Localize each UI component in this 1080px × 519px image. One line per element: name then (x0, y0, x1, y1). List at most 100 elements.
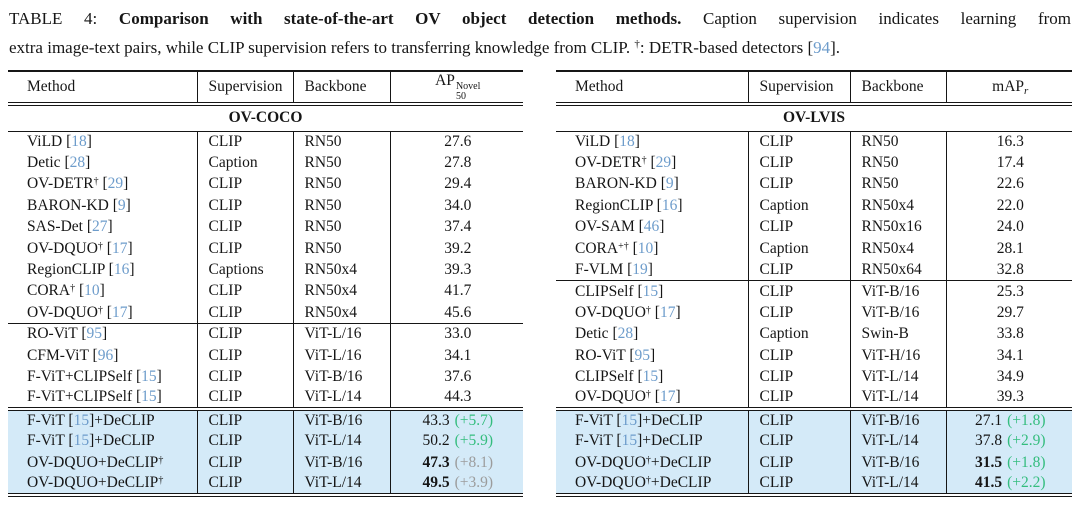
metric-value-cell: 39.2 (390, 238, 523, 259)
table-row: F-VLM [19] CLIP RN50x64 32.8 (556, 259, 1072, 281)
citation-link[interactable]: 16 (113, 261, 130, 279)
citation-link[interactable]: 15 (141, 367, 157, 385)
delta-value: (+5.7) (454, 411, 494, 429)
backbone-cell: ViT-B/16 (293, 366, 391, 388)
cite-bracket: [ (108, 196, 118, 214)
supervision-cell: Captions (197, 259, 294, 281)
supervision-cell: CLIP (197, 451, 294, 474)
citation-link[interactable]: 96 (97, 346, 114, 364)
method-cell: OV-DQUO† [17] (8, 237, 198, 260)
citation-link[interactable]: 28 (69, 154, 86, 172)
table-row: CLIPSelf [15] CLIP ViT-B/16 25.3 (556, 280, 1072, 303)
table-row: OV-DQUO† [17] CLIP ViT-B/16 29.7 (556, 302, 1072, 324)
column-header-backbone: Backbone (850, 71, 947, 106)
metric-sub: 50 (455, 91, 466, 102)
caption-line-1: TABLE 4: Comparison with state-of-the-ar… (9, 7, 1071, 32)
supervision-cell: CLIP (748, 152, 851, 174)
method-cell: F-ViT [15]+DeCLIP (556, 430, 749, 452)
citation-link[interactable]: 17 (111, 239, 128, 257)
cite-bracket: ] (86, 132, 92, 150)
method-cell: OV-DQUO† [17] (8, 302, 198, 324)
metric-value-cell: 44.3 (390, 388, 523, 409)
citation-link[interactable]: 9 (117, 196, 126, 214)
cite-bracket: [ (634, 218, 644, 236)
citation-link[interactable]: 95 (86, 325, 103, 343)
metric-base: mAP (992, 77, 1025, 95)
citation-link[interactable]: 19 (632, 260, 648, 278)
cite-bracket: ] (671, 154, 677, 172)
citation-link[interactable]: 46 (643, 218, 660, 236)
table-row: Detic [28] Caption Swin-B 33.8 (556, 323, 1072, 345)
method-name: F-ViT (27, 432, 65, 450)
supervision-cell: CLIP (748, 366, 851, 388)
method-name: OV-DQUO (575, 388, 646, 406)
citation-link[interactable]: 29 (107, 175, 124, 193)
citation-link[interactable]: 27 (92, 218, 108, 236)
citation-link[interactable]: 15 (621, 432, 638, 450)
citation-link[interactable]: 15 (642, 282, 659, 300)
cite-bracket: ] (89, 411, 95, 429)
method-name: RO-ViT (27, 325, 78, 343)
citation-link[interactable]: 95 (634, 346, 651, 364)
metric-value: 50.2 (422, 432, 450, 450)
citation-link[interactable]: 18 (71, 132, 87, 150)
cite-bracket: [ (628, 239, 638, 257)
dagger-symbol: † (645, 454, 651, 466)
citation-link[interactable]: 15 (73, 411, 90, 429)
method-cell: CLIPSelf [15] (556, 366, 749, 388)
citation-link[interactable]: 17 (659, 388, 676, 406)
metric-value-cell: 39.3 (946, 388, 1072, 409)
citation-link[interactable]: 10 (84, 282, 100, 300)
table-row: RO-ViT [95] CLIP ViT-L/16 33.0 (8, 323, 523, 345)
metric-value: 24.0 (996, 218, 1024, 236)
citation-link[interactable]: 15 (621, 411, 638, 429)
citation-link[interactable]: 9 (665, 175, 674, 193)
citation-link[interactable]: 17 (659, 303, 676, 321)
column-header-metric: mAPr (946, 71, 1072, 106)
cite-bracket: [ (608, 325, 618, 343)
method-name: RO-ViT (575, 346, 626, 364)
header-row: Method Supervision Backbone AP Novel 50 (8, 71, 523, 106)
method-name: SAS-Det (27, 218, 83, 236)
backbone-cell: ViT-B/16 (850, 280, 947, 303)
metric-supsub: Novel 50 (455, 81, 481, 102)
citation-link[interactable]: 29 (655, 154, 672, 172)
method-cell: F-ViT+CLIPSelf [15] (8, 387, 198, 410)
table-row: F-ViT+CLIPSelf [15] CLIP ViT-B/16 37.6 (8, 366, 523, 388)
metric-value-cell: 29.4 (390, 174, 523, 195)
method-name: CLIPSelf (575, 367, 634, 385)
method-name: OV-DQUO (575, 453, 646, 471)
supervision-cell: CLIP (197, 430, 294, 452)
metric-value: 34.9 (996, 367, 1024, 385)
citation-link[interactable]: 28 (617, 325, 634, 343)
metric-value: 32.8 (996, 260, 1024, 278)
supervision-cell: CLIP (197, 407, 294, 431)
citation-link[interactable]: 10 (637, 239, 654, 257)
metric-sup: Novel (455, 81, 481, 92)
method-cell: F-ViT [15]+DeCLIP (8, 430, 198, 452)
citation-link[interactable]: 15 (141, 388, 157, 406)
citation-link[interactable]: 15 (73, 432, 90, 450)
citation-link[interactable]: 17 (111, 303, 128, 321)
method-cell: CLIPSelf [15] (556, 280, 749, 303)
cite-bracket: ] (89, 432, 95, 450)
citation-link[interactable]: 16 (661, 196, 678, 214)
citation-link[interactable]: 94 (813, 37, 831, 57)
metric-value: 45.6 (444, 303, 472, 321)
dagger-symbol: † (70, 283, 76, 295)
table-row: CFM-ViT [96] CLIP ViT-L/16 34.1 (8, 344, 523, 367)
table-row: OV-DQUO+DeCLIP† CLIP ViT-L/14 49.5 (+3.9) (8, 473, 523, 497)
metric-value-cell: 28.1 (946, 238, 1072, 259)
method-suffix: +DeCLIP (94, 432, 155, 450)
metric-value-cell: 29.7 (946, 302, 1072, 323)
backbone-cell: RN50x4 (293, 280, 391, 303)
cite-bracket: ] (99, 282, 105, 300)
backbone-cell: RN50 (293, 195, 391, 217)
cite-bracket: ] (156, 388, 162, 406)
citation-link[interactable]: 15 (642, 367, 659, 385)
supervision-cell: CLIP (748, 451, 851, 474)
table-row: OV-DQUO† [17] CLIP RN50x4 45.6 (8, 302, 523, 324)
backbone-cell: ViT-L/14 (293, 473, 391, 497)
metric-value: 41.7 (444, 282, 472, 300)
citation-link[interactable]: 18 (619, 132, 635, 150)
